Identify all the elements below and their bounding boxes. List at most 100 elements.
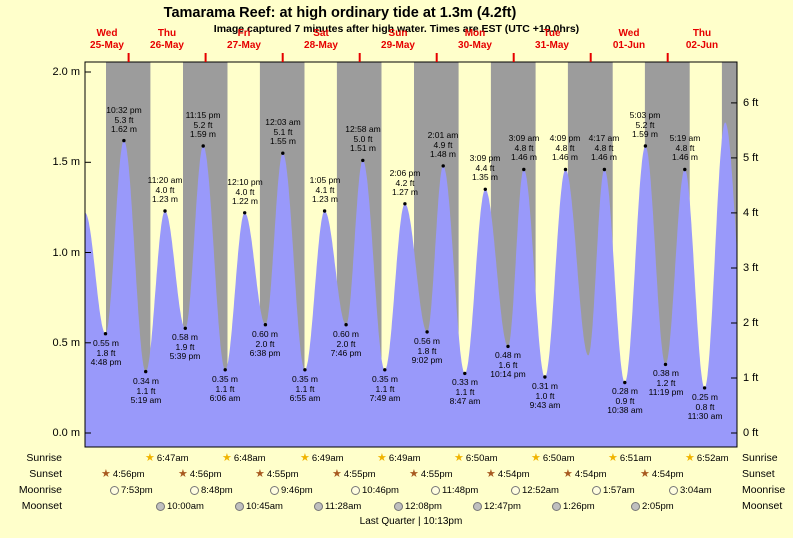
moonrise-disc-icon bbox=[592, 485, 601, 495]
annotation-line: 4.0 ft bbox=[235, 186, 255, 197]
tide-extreme-marker bbox=[144, 369, 148, 374]
sunset-star-icon: ★ bbox=[563, 467, 573, 480]
moonset-time: 11:28am bbox=[325, 500, 362, 512]
tide-extreme-marker bbox=[602, 167, 607, 172]
tide-extreme-marker bbox=[563, 167, 568, 172]
annotation-line: 4:17 am bbox=[588, 133, 620, 143]
annotation-line: 7:49 am bbox=[369, 393, 401, 403]
moonrise-disc-icon bbox=[351, 485, 360, 495]
day-date: 30-May bbox=[458, 40, 492, 51]
sunrise-star-icon: ★ bbox=[608, 451, 618, 464]
moonrise-time: 10:46pm bbox=[362, 484, 399, 496]
annotation-line: 1.46 m bbox=[672, 152, 698, 162]
annotation-line: 5.3 ft bbox=[114, 114, 134, 125]
moon-phase-note: Last Quarter | 10:13pm bbox=[359, 516, 463, 527]
tide-extreme-marker bbox=[263, 323, 268, 327]
left-axis-label: 1.0 m bbox=[52, 247, 80, 259]
annotation-line: 1.46 m bbox=[511, 152, 537, 162]
annotation-line: 5.2 ft bbox=[193, 119, 213, 130]
annotation-line: 11:19 pm bbox=[648, 387, 684, 397]
sunrise-entry: ★ 6:50am bbox=[531, 451, 575, 465]
day-date: 29-May bbox=[381, 40, 415, 51]
sunset-time: 4:54pm bbox=[651, 468, 684, 480]
moonrise-entry: 1:57am bbox=[592, 483, 635, 497]
annotation-line: 4.1 ft bbox=[315, 184, 335, 195]
day-date: 31-May bbox=[535, 40, 569, 51]
right-axis-label: 4 ft bbox=[743, 207, 759, 219]
annotation-line: 7:46 pm bbox=[330, 348, 362, 358]
moonrise-disc-icon bbox=[270, 485, 279, 495]
tide-low-annotation: 0.25 m 0.8 ft 11:30 am bbox=[673, 392, 737, 422]
tide-low-annotation: 0.33 m 1.1 ft 8:47 am bbox=[433, 377, 497, 407]
annotation-line: 0.38 m bbox=[653, 368, 679, 378]
tide-high-annotation: 2:01 am 4.9 ft 1.48 m bbox=[411, 130, 475, 160]
annotation-line: 1.59 m bbox=[632, 129, 658, 139]
annotation-line: 12:03 am bbox=[265, 117, 301, 127]
annotation-line: 10:32 pm bbox=[106, 105, 142, 115]
tide-extreme-marker bbox=[702, 386, 707, 390]
left-axis-label: 0.0 m bbox=[52, 427, 80, 439]
tide-extreme-marker bbox=[122, 138, 126, 143]
sunrise-time: 6:52am bbox=[696, 452, 729, 464]
tide-extreme-marker bbox=[303, 368, 307, 372]
day-label-30-May: Mon 30-May bbox=[439, 28, 511, 52]
tide-extreme-marker bbox=[201, 144, 205, 148]
sunset-time: 4:55pm bbox=[420, 468, 453, 480]
day-date: 25-May bbox=[90, 40, 124, 51]
annotation-line: 1.9 ft bbox=[175, 341, 195, 352]
annotation-line: 4:48 pm bbox=[90, 357, 122, 367]
sunset-time: 4:56pm bbox=[112, 468, 145, 480]
moonset-entry: 10:45am bbox=[235, 499, 283, 513]
annotation-line: 1.35 m bbox=[472, 172, 498, 182]
annotation-line: 4.9 ft bbox=[433, 139, 453, 150]
day-date: 28-May bbox=[304, 40, 338, 51]
annotation-line: 4.8 ft bbox=[555, 142, 575, 153]
sunrise-row-label-right: Sunrise bbox=[742, 452, 778, 464]
tide-low-annotation: 0.28 m 0.9 ft 10:38 am bbox=[593, 386, 657, 416]
annotation-line: 1.6 ft bbox=[498, 359, 518, 370]
moonset-entry: 10:00am bbox=[156, 499, 204, 513]
tide-extreme-marker bbox=[322, 209, 327, 213]
moonset-entry: 11:28am bbox=[314, 499, 361, 513]
sunrise-star-icon: ★ bbox=[685, 451, 695, 464]
right-axis-label: 1 ft bbox=[743, 372, 759, 384]
annotation-line: 1.62 m bbox=[111, 124, 137, 134]
annotation-line: 1.22 m bbox=[232, 196, 258, 206]
annotation-line: 1.23 m bbox=[152, 194, 178, 204]
annotation-line: 10:14 pm bbox=[490, 369, 526, 379]
sunrise-row-label-left: Sunrise bbox=[26, 452, 62, 464]
right-axis-label: 3 ft bbox=[743, 262, 759, 274]
day-name: Thu bbox=[157, 28, 177, 39]
sunrise-star-icon: ★ bbox=[531, 451, 541, 464]
tide-high-annotation: 11:15 pm 5.2 ft 1.59 m bbox=[171, 110, 235, 140]
annotation-line: 6:06 am bbox=[209, 393, 241, 403]
sunset-entry: ★ 4:54pm bbox=[486, 467, 530, 481]
moonrise-disc-icon bbox=[669, 485, 678, 495]
annotation-line: 10:38 am bbox=[607, 405, 643, 415]
sunset-star-icon: ★ bbox=[640, 467, 650, 480]
annotation-line: 0.25 m bbox=[692, 392, 718, 402]
tide-area bbox=[85, 122, 737, 447]
annotation-line: 0.9 ft bbox=[615, 395, 635, 406]
tide-extreme-marker bbox=[103, 332, 108, 336]
moonset-row-label-right: Moonset bbox=[742, 500, 783, 512]
annotation-line: 3:09 am bbox=[508, 133, 540, 143]
moonset-time: 10:45am bbox=[246, 500, 283, 512]
day-date: 02-Jun bbox=[685, 40, 719, 51]
right-axis-label: 6 ft bbox=[743, 97, 759, 109]
sunrise-time: 6:47am bbox=[156, 452, 189, 464]
day-label-25-May: Wed 25-May bbox=[71, 28, 143, 52]
tide-high-annotation: 2:06 pm 4.2 ft 1.27 m bbox=[373, 168, 437, 198]
annotation-line: 1.23 m bbox=[312, 194, 338, 204]
tide-extreme-marker bbox=[163, 209, 167, 213]
moonrise-entry: 10:46pm bbox=[351, 483, 399, 497]
moonset-disc-icon bbox=[631, 501, 640, 511]
annotation-line: 1.51 m bbox=[350, 143, 376, 153]
annotation-line: 1.1 ft bbox=[215, 383, 235, 394]
tide-extreme-marker bbox=[403, 202, 407, 206]
moonrise-time: 7:53pm bbox=[121, 484, 153, 496]
tide-low-annotation: 0.56 m 1.8 ft 9:02 pm bbox=[395, 336, 459, 366]
annotation-line: 4.2 ft bbox=[395, 177, 415, 188]
tide-extreme-marker bbox=[243, 211, 247, 215]
